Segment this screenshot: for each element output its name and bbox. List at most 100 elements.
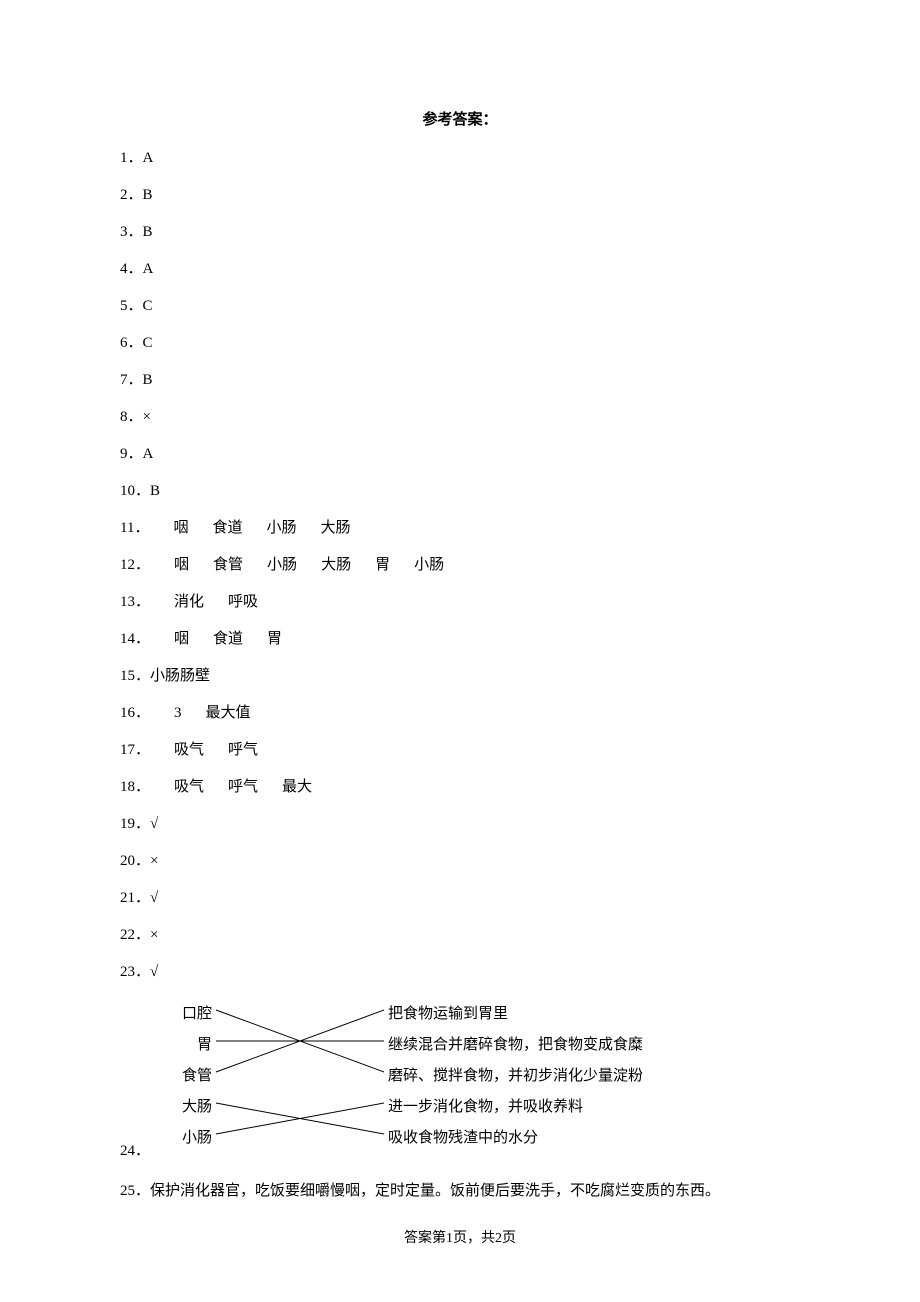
answer-text: B <box>143 187 153 203</box>
answer-text: A <box>143 261 154 277</box>
answer-line: 14．咽食道胃 <box>120 632 800 647</box>
answer-number: 13 <box>120 594 135 610</box>
answer-part: 大肠 <box>321 520 351 536</box>
answer-number: 19 <box>120 816 135 832</box>
matching-diagram: 口腔胃食管大肠小肠 把食物运输到胃里继续混合并磨碎食物，把食物变成食糜磨碎、搅拌食… <box>162 1002 682 1162</box>
answer-part: 小肠 <box>267 520 297 536</box>
answer-part: 3 <box>174 705 182 721</box>
answer-part: 胃 <box>375 557 390 573</box>
answer-line: 10．B <box>120 484 800 499</box>
answer-text: × <box>150 853 158 869</box>
answer-number: 3 <box>120 224 128 240</box>
page-title: 参考答案： <box>120 108 800 129</box>
answer-number: 20 <box>120 853 135 869</box>
answer-part: 小肠 <box>267 557 297 573</box>
answer-line: 8．× <box>120 410 800 425</box>
answer-line: 25．保护消化器官，吃饭要细嚼慢咽，定时定量。饭前便后要洗手，不吃腐烂变质的东西… <box>120 1184 800 1199</box>
answer-line: 12．咽食管小肠大肠胃小肠 <box>120 558 800 573</box>
answer-number: 24． <box>120 1139 150 1162</box>
answer-number: 5 <box>120 298 128 314</box>
answer-number: 15 <box>120 668 135 684</box>
answer-line: 18．吸气呼气最大 <box>120 780 800 795</box>
answer-number: 22 <box>120 927 135 943</box>
answer-part: 咽 <box>173 520 188 536</box>
diagram-right-item: 把食物运输到胃里 <box>388 1002 508 1023</box>
answer-line: 1．A <box>120 151 800 166</box>
answer-number: 21 <box>120 890 135 906</box>
answer-line: 9．A <box>120 447 800 462</box>
answer-line: 2．B <box>120 188 800 203</box>
answer-text: B <box>143 372 153 388</box>
answer-line: 3．B <box>120 225 800 240</box>
answer-part: 呼气 <box>228 779 258 795</box>
answer-number: 7 <box>120 372 128 388</box>
answer-line: 7．B <box>120 373 800 388</box>
answer-number: 12 <box>120 557 135 573</box>
answer-number: 6 <box>120 335 128 351</box>
diagram-right-item: 磨碎、搅拌食物，并初步消化少量淀粉 <box>388 1064 643 1085</box>
answer-part: 食道 <box>213 631 243 647</box>
answer-part: 大肠 <box>321 557 351 573</box>
answer-text: A <box>143 150 154 166</box>
answer-line: 5．C <box>120 299 800 314</box>
diagram-left-item: 胃 <box>162 1033 212 1054</box>
answer-number: 1 <box>120 150 128 166</box>
answer-number: 25 <box>120 1183 135 1199</box>
answer-text: × <box>150 927 158 943</box>
answer-part: 最大 <box>282 779 312 795</box>
answer-part: 吸气 <box>174 779 204 795</box>
matching-diagram-row: 24． 口腔胃食管大肠小肠 把食物运输到胃里继续混合并磨碎食物，把食物变成食糜磨碎… <box>120 1002 800 1162</box>
answer-part: 咽 <box>174 557 189 573</box>
answer-number: 23 <box>120 964 135 980</box>
answer-part: 小肠 <box>414 557 444 573</box>
answer-number: 10 <box>120 483 135 499</box>
answer-number: 2 <box>120 187 128 203</box>
answer-text: B <box>143 224 153 240</box>
answer-part: 咽 <box>174 631 189 647</box>
page-footer: 答案第1页，共2页 <box>0 1227 920 1247</box>
answer-text: √ <box>150 964 158 980</box>
answer-text: 保护消化器官，吃饭要细嚼慢咽，定时定量。饭前便后要洗手，不吃腐烂变质的东西。 <box>150 1183 720 1199</box>
diagram-left-item: 口腔 <box>162 1002 212 1023</box>
answer-text: × <box>143 409 151 425</box>
answer-number: 17 <box>120 742 135 758</box>
answer-part: 食管 <box>213 557 243 573</box>
diagram-lines <box>212 1002 388 1162</box>
answer-line: 23．√ <box>120 965 800 980</box>
diagram-left-item: 大肠 <box>162 1095 212 1116</box>
answer-content: 参考答案： 1．A2．B3．B4．A5．C6．C7．B8．×9．A10．B11．… <box>120 108 800 1221</box>
answer-part: 最大值 <box>206 705 251 721</box>
answer-part: 呼吸 <box>228 594 258 610</box>
answer-line: 19．√ <box>120 817 800 832</box>
answer-number: 18 <box>120 779 135 795</box>
answer-part: 胃 <box>267 631 282 647</box>
diagram-right-item: 吸收食物残渣中的水分 <box>388 1126 538 1147</box>
answer-number: 4 <box>120 261 128 277</box>
diagram-right-item: 继续混合并磨碎食物，把食物变成食糜 <box>388 1033 643 1054</box>
answer-part: 吸气 <box>174 742 204 758</box>
answer-line: 21．√ <box>120 891 800 906</box>
answer-line: 6．C <box>120 336 800 351</box>
diagram-right-item: 进一步消化食物，并吸收养料 <box>388 1095 583 1116</box>
answer-line: 16．3最大值 <box>120 706 800 721</box>
answer-text: √ <box>150 816 158 832</box>
answer-line: 17．吸气呼气 <box>120 743 800 758</box>
answer-number: 16 <box>120 705 135 721</box>
diagram-left-item: 食管 <box>162 1064 212 1085</box>
answer-number: 9 <box>120 446 128 462</box>
answer-number: 14 <box>120 631 135 647</box>
answer-line: 15．小肠肠壁 <box>120 669 800 684</box>
answer-text: 小肠肠壁 <box>150 668 210 684</box>
diagram-left-item: 小肠 <box>162 1126 212 1147</box>
answer-number: 8 <box>120 409 128 425</box>
answer-text: A <box>143 446 154 462</box>
answer-text: B <box>150 483 160 499</box>
answer-text: C <box>143 298 153 314</box>
answer-list: 1．A2．B3．B4．A5．C6．C7．B8．×9．A10．B11．咽食道小肠大… <box>120 151 800 980</box>
answer-line: 22．× <box>120 928 800 943</box>
answer-number: 11 <box>120 520 134 536</box>
answer-part: 呼气 <box>228 742 258 758</box>
answer-line: 13．消化呼吸 <box>120 595 800 610</box>
answer-part: 消化 <box>174 594 204 610</box>
answer-text: √ <box>150 890 158 906</box>
